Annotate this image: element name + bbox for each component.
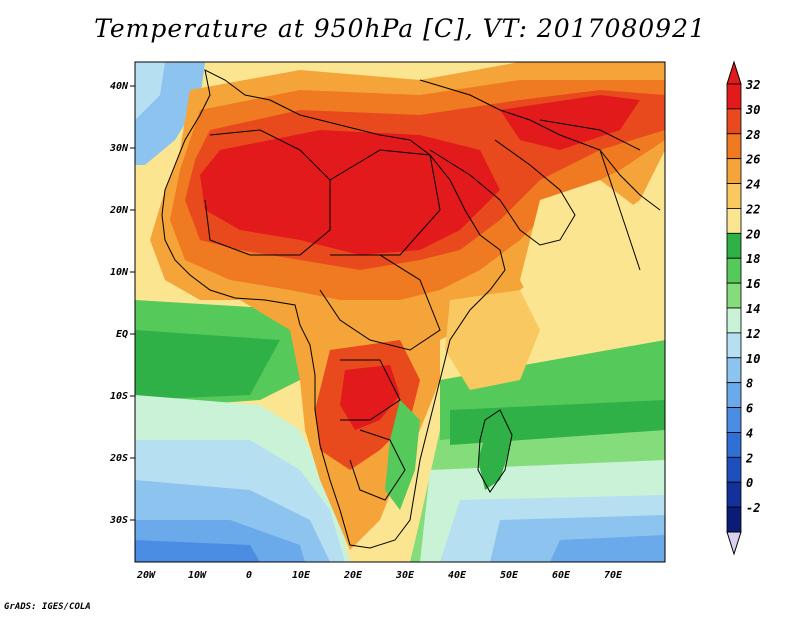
colorbar-swatch [726, 506, 742, 533]
lon-label: 20W [136, 570, 156, 581]
colorbar-swatch [726, 357, 742, 384]
colorbar [726, 60, 742, 556]
lat-label: EQ [116, 329, 128, 340]
temperature-field [135, 62, 665, 562]
lat-label: 30S [109, 515, 128, 526]
plot-frame [134, 61, 666, 563]
colorbar-label: 26 [745, 153, 760, 167]
colorbar-label: 18 [746, 252, 760, 266]
lat-label: 30N [109, 143, 129, 154]
colorbar-label: 24 [745, 178, 760, 192]
colorbar-swatch [726, 307, 742, 334]
lon-label: 40E [448, 570, 467, 581]
colorbar-swatch [726, 282, 742, 309]
colorbar-label: 14 [746, 302, 760, 316]
colorbar-swatch [726, 432, 742, 458]
colorbar-label: 8 [746, 377, 753, 391]
lon-label: 10W [188, 570, 207, 581]
colorbar-label: 10 [746, 352, 760, 366]
colorbar-swatch [726, 407, 742, 433]
lat-label: 20N [109, 205, 129, 216]
colorbar-label: 32 [745, 78, 760, 92]
colorbar-swatch [726, 158, 742, 184]
coastline-lines [161, 69, 661, 549]
colorbar-swatch [726, 208, 742, 234]
colorbar-swatch [726, 232, 742, 259]
colorbar-swatch [726, 83, 742, 110]
lat-label: 20S [109, 453, 128, 464]
colorbar-swatch [726, 257, 742, 284]
lon-label: 20E [343, 570, 363, 581]
colorbar-label: 2 [745, 451, 753, 465]
lon-label: 10E [292, 570, 311, 581]
longitude-axis: 20W 10W 0 10E 20E 30E 40E 50E 60E 70E [136, 570, 623, 581]
lon-label: 70E [604, 570, 623, 581]
lon-label: 60E [552, 570, 571, 581]
colorbar-label: 4 [746, 426, 753, 440]
latitude-axis: 40N 30N 20N 10N EQ 10S 20S 30S [109, 81, 129, 526]
lon-label: 0 [246, 570, 252, 581]
colorbar-label: -2 [746, 501, 760, 515]
colorbar-label: 28 [745, 128, 760, 142]
lat-label: 40N [110, 81, 129, 92]
colorbar-label: 0 [746, 476, 753, 490]
footer-credit: GrADS: IGES/COLA [4, 602, 91, 612]
colorbar-swatch [726, 108, 742, 135]
colorbar-min-triangle [726, 531, 742, 556]
colorbar-label: 6 [746, 402, 753, 416]
colorbar-swatch [726, 133, 742, 160]
colorbar-label: 12 [746, 327, 760, 341]
lon-label: 30E [395, 570, 415, 581]
colorbar-label: 16 [746, 277, 760, 291]
colorbar-swatch [726, 382, 742, 408]
lat-label: 10S [110, 391, 128, 402]
map-title: Temperature at 950hPa [C], VT: 201708092… [94, 14, 706, 43]
colorbar-label: 30 [745, 103, 760, 117]
colorbar-swatch [726, 183, 742, 209]
colorbar-max-triangle [726, 60, 742, 85]
colorbar-swatch [726, 456, 742, 483]
colorbar-swatch [726, 481, 742, 508]
colorbar-swatch [726, 332, 742, 359]
colorbar-label: 20 [745, 227, 760, 241]
lat-label: 10N [110, 267, 129, 278]
colorbar-label: 22 [745, 202, 760, 216]
lon-label: 50E [500, 570, 519, 581]
